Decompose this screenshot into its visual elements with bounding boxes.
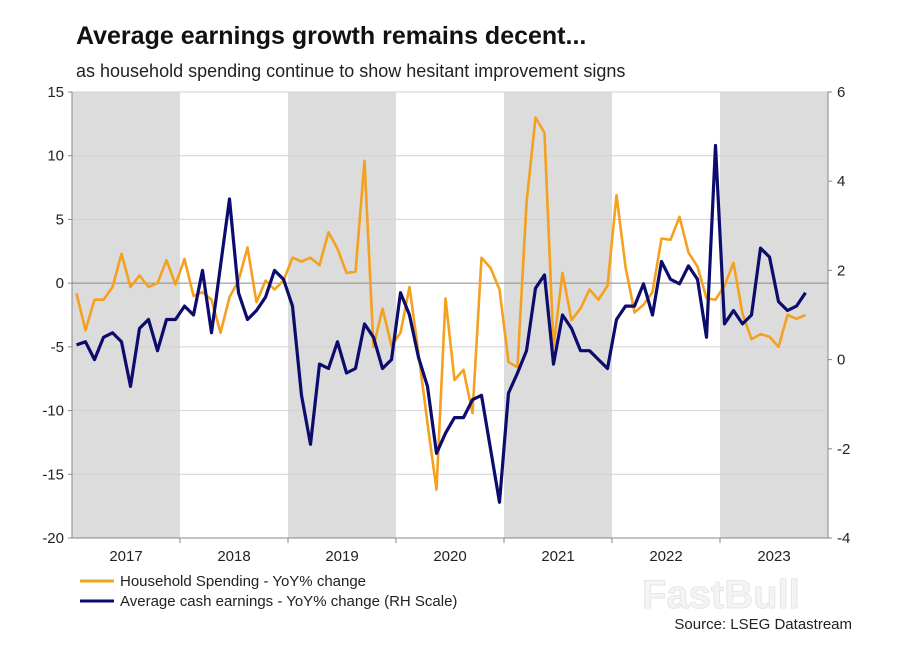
legend: Household Spending - YoY% change Average… [80, 573, 457, 610]
x-tick-label: 2017 [109, 548, 142, 565]
left-tick-label: -20 [42, 530, 64, 547]
left-tick-label: 15 [47, 84, 64, 101]
source-note: Source: LSEG Datastream [674, 616, 852, 633]
x-tick-label: 2022 [649, 548, 682, 565]
left-tick-label: 5 [56, 211, 64, 228]
year-shade-2017 [72, 92, 180, 538]
cash-earnings-line [75, 143, 807, 504]
right-tick-label: 2 [837, 262, 845, 279]
household-spending-line [75, 116, 807, 491]
left-tick-label: -5 [51, 339, 64, 356]
chart-title: Average earnings growth remains decent..… [76, 22, 586, 50]
x-tick-label: 2021 [541, 548, 574, 565]
right-tick-label: -4 [837, 530, 850, 547]
left-tick-label: 10 [47, 148, 64, 165]
right-tick-label: -2 [837, 441, 850, 458]
x-tick-label: 2020 [433, 548, 466, 565]
legend-label-household: Household Spending - YoY% change [120, 573, 366, 590]
left-tick-label: -15 [42, 466, 64, 483]
x-tick-label: 2018 [217, 548, 250, 565]
left-tick-label: 0 [56, 275, 64, 292]
year-shade-2019 [288, 92, 396, 538]
right-tick-label: 6 [837, 84, 845, 101]
watermark-logo: FastBull [642, 573, 800, 617]
left-tick-label: -10 [42, 403, 64, 420]
chart-subtitle: as household spending continue to show h… [76, 61, 625, 81]
x-tick-label: 2019 [325, 548, 358, 565]
x-tick-label: 2023 [757, 548, 790, 565]
right-tick-label: 0 [837, 352, 845, 369]
right-tick-label: 4 [837, 173, 845, 190]
legend-label-earnings: Average cash earnings - YoY% change (RH … [120, 593, 457, 610]
